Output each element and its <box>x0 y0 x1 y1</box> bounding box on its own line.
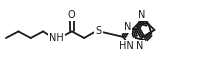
Text: NH: NH <box>49 33 64 43</box>
Text: HN: HN <box>119 41 134 51</box>
Text: S: S <box>95 26 102 36</box>
Text: N: N <box>136 41 143 51</box>
Text: N: N <box>124 22 131 32</box>
Text: N: N <box>138 10 145 20</box>
Text: O: O <box>68 10 76 20</box>
